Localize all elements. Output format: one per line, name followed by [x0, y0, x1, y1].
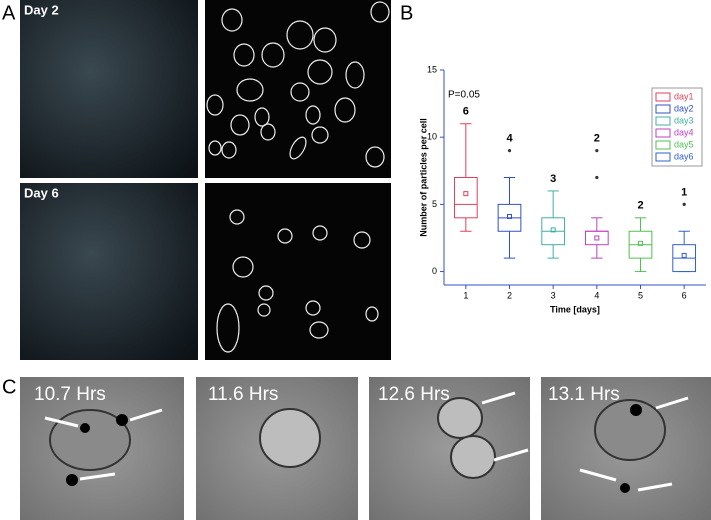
legend-swatch	[655, 140, 671, 150]
outlier	[595, 149, 599, 153]
mean	[550, 227, 556, 233]
box-label: 6	[463, 106, 469, 118]
x-tick-label: 5	[638, 290, 643, 300]
row-label: Day 2	[24, 2, 59, 17]
box	[584, 230, 609, 246]
mean	[638, 240, 643, 246]
time-label: 13.1 Hrs	[548, 384, 620, 405]
legend-swatch	[655, 152, 671, 162]
x-tick-label: 6	[682, 290, 687, 300]
time-label: 11.6 Hrs	[208, 384, 278, 405]
outlier	[682, 202, 686, 206]
legend-label: day5	[674, 139, 694, 149]
legend-swatch	[655, 128, 671, 138]
legend-label: day4	[674, 127, 694, 137]
x-axis-label: Time [days]	[550, 304, 600, 314]
micrograph	[205, 183, 391, 360]
panel-label: A	[2, 2, 16, 24]
y-axis-label: Number of particles per cell	[418, 118, 428, 237]
timelapse: 10.7 Hrs 11.6 Hrs 12.6 Hrs 13.1 Hrs	[20, 377, 711, 520]
x-tick-label: 4	[594, 290, 599, 300]
x-tick-label: 3	[551, 290, 556, 300]
outlier	[595, 175, 599, 180]
x-tick-label: 2	[507, 290, 512, 300]
legend-swatch	[655, 116, 671, 126]
box-label: 2	[637, 200, 643, 212]
legend-label: day2	[674, 103, 694, 113]
time-label: 10.7 Hrs	[34, 384, 106, 405]
micrograph	[20, 183, 198, 360]
mean	[681, 252, 687, 258]
box-label: 3	[550, 173, 556, 185]
legend-label: day3	[674, 115, 694, 125]
legend-swatch	[655, 104, 671, 114]
cell-outlines	[206, 1, 390, 353]
box-label: 2	[594, 133, 600, 145]
box-label: 1	[681, 186, 687, 198]
y-tick-label: 15	[427, 64, 437, 74]
box-label: 4	[506, 133, 513, 145]
row-label: Day 6	[24, 185, 59, 200]
box	[453, 177, 478, 219]
legend-label: day1	[674, 91, 694, 101]
legend-swatch	[655, 92, 671, 102]
annotation: P=0.05	[448, 90, 480, 101]
panel-label: C	[2, 376, 16, 398]
panel-label: B	[400, 2, 413, 24]
y-tick-label: 10	[427, 132, 437, 142]
y-tick-label: 5	[432, 199, 437, 209]
legend-label: day6	[674, 151, 694, 161]
x-tick-label: 1	[463, 290, 468, 300]
mean	[594, 235, 600, 241]
mean	[463, 191, 469, 197]
time-label: 12.6 Hrs	[378, 384, 450, 405]
y-tick-label: 0	[432, 266, 437, 276]
outlier	[507, 149, 512, 153]
mean	[507, 213, 512, 219]
micrograph	[205, 0, 391, 178]
micrograph	[20, 0, 198, 178]
